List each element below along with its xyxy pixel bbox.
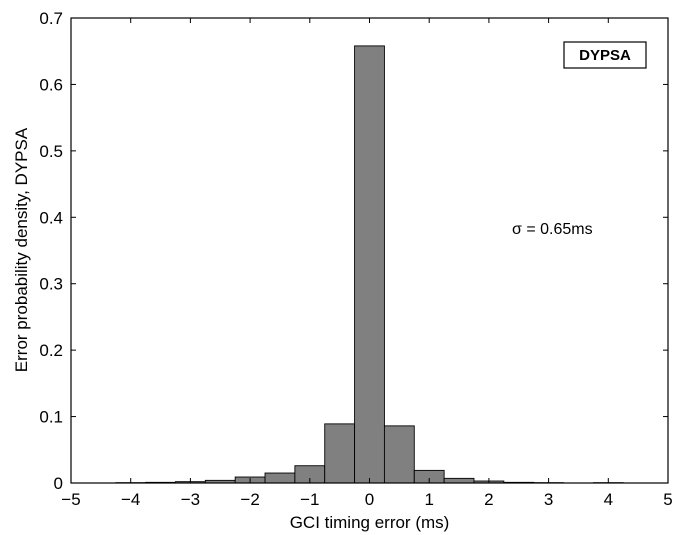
y-tick-label: 0.2 xyxy=(39,341,63,360)
x-axis: −5 −4 −3 −2 −1 0 1 2 3 4 5 xyxy=(61,18,673,509)
x-tick-label: 2 xyxy=(484,490,493,509)
histogram-bar xyxy=(354,45,385,484)
y-tick-label: 0.5 xyxy=(39,142,63,161)
legend: DYPSA xyxy=(563,41,647,69)
y-tick-label: 0.4 xyxy=(39,208,63,227)
x-tick-label: −1 xyxy=(300,490,319,509)
x-tick-label: −2 xyxy=(240,490,259,509)
y-tick-label: 0.3 xyxy=(39,275,63,294)
y-tick-label: 0.6 xyxy=(39,75,63,94)
x-tick-label: 4 xyxy=(604,490,613,509)
histogram-bar xyxy=(324,423,356,484)
legend-label: DYPSA xyxy=(579,47,631,64)
x-tick-label: −5 xyxy=(61,490,80,509)
y-axis: 0 0.1 0.2 0.3 0.4 0.5 0.6 0.7 xyxy=(39,9,668,493)
sigma-annotation: σ = 0.65ms xyxy=(512,221,593,238)
x-tick-label: 1 xyxy=(424,490,433,509)
histogram-bar xyxy=(264,472,296,484)
histogram-bar xyxy=(383,425,415,484)
y-tick-label: 0.1 xyxy=(39,408,63,427)
x-tick-label: 5 xyxy=(663,490,672,509)
legend-box xyxy=(563,41,647,69)
x-tick-label: 0 xyxy=(365,490,374,509)
y-axis-label: Error probability density, DYPSA xyxy=(12,127,31,372)
x-tick-label: −3 xyxy=(181,490,200,509)
histogram-bar xyxy=(443,477,475,484)
y-tick-label: 0 xyxy=(54,474,63,493)
x-tick-label: 3 xyxy=(544,490,553,509)
x-axis-label: GCI timing error (ms) xyxy=(290,513,450,532)
y-tick-label: 0.7 xyxy=(39,9,63,28)
x-tick-label: −4 xyxy=(121,490,140,509)
